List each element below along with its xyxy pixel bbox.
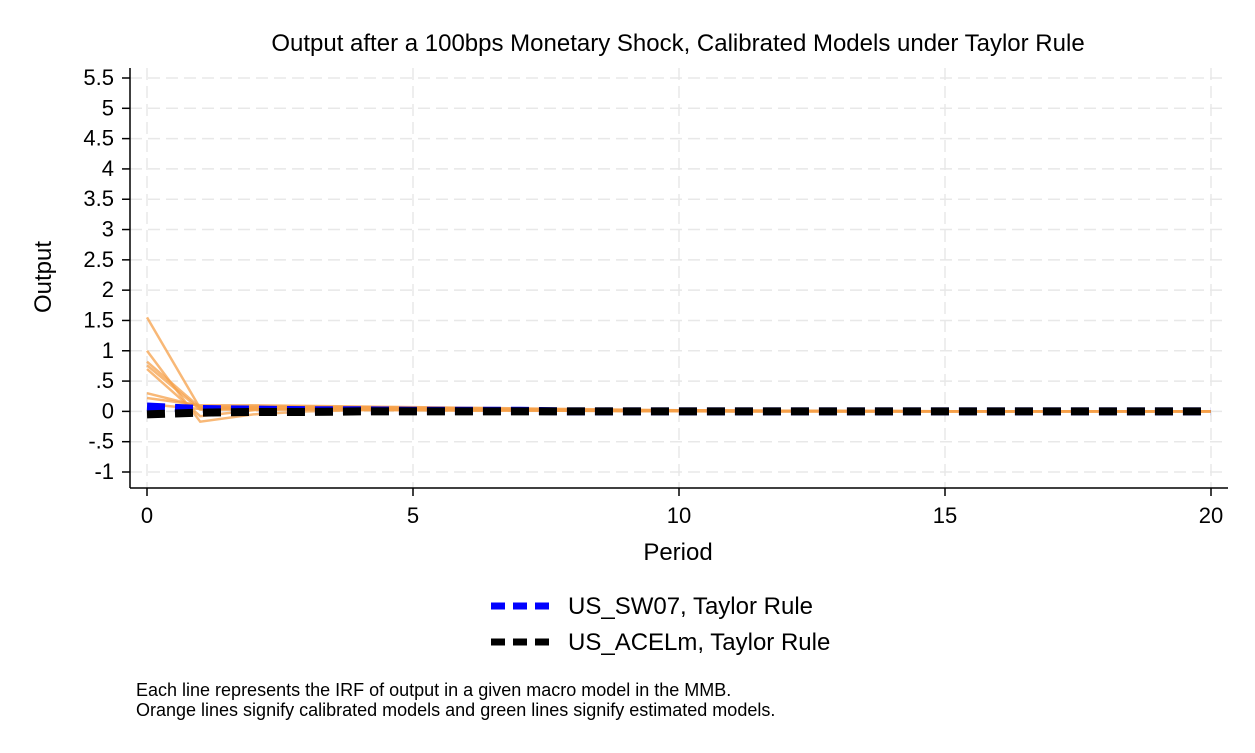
y-tick-label: 1.5 — [83, 307, 114, 332]
x-tick-label: 5 — [407, 503, 419, 528]
y-tick-label: 5.5 — [83, 65, 114, 90]
x-tick-label: 0 — [141, 503, 153, 528]
legend: US_SW07, Taylor Rule US_ACELm, Taylor Rul… — [491, 593, 830, 656]
y-tick-label: -.5 — [88, 429, 114, 454]
y-tick-label: 1 — [102, 338, 114, 363]
x-ticks: 0 5 10 15 20 — [141, 488, 1223, 528]
legend-label: US_ACELm, Taylor Rule — [568, 629, 830, 656]
y-tick-label: -1 — [94, 459, 114, 484]
x-tick-label: 15 — [933, 503, 957, 528]
calibrated-series-line — [146, 364, 1211, 413]
legend-label: US_SW07, Taylor Rule — [568, 593, 813, 620]
y-tick-label: 3.5 — [83, 186, 114, 211]
chart-title: Output after a 100bps Monetary Shock, Ca… — [271, 30, 1084, 57]
series-line-us-acelm — [146, 407, 1211, 419]
y-tick-label: 4 — [102, 156, 114, 181]
grid-lines — [130, 68, 1228, 488]
y-tick-label: 5 — [102, 95, 114, 120]
y-tick-label: 4.5 — [83, 126, 114, 151]
y-tick-label: 2 — [102, 277, 114, 302]
y-tick-label: 3 — [102, 217, 114, 242]
x-tick-label: 10 — [667, 503, 691, 528]
y-ticks: -1 -.5 0 .5 1 1.5 2 2.5 3 3.5 4 4.5 5 5.5 — [83, 65, 130, 484]
x-axis-title: Period — [643, 539, 712, 566]
y-tick-label: .5 — [96, 368, 114, 393]
y-tick-label: 2.5 — [83, 247, 114, 272]
calibrated-series-group — [145, 316, 1211, 424]
y-axis-title: Output — [30, 241, 57, 313]
x-tick-label: 20 — [1199, 503, 1223, 528]
legend-series-group — [146, 402, 1211, 419]
y-tick-label: 0 — [102, 398, 114, 423]
footnote-line-2: Orange lines signify calibrated models a… — [136, 700, 776, 720]
footnote-line-1: Each line represents the IRF of output i… — [136, 680, 732, 700]
